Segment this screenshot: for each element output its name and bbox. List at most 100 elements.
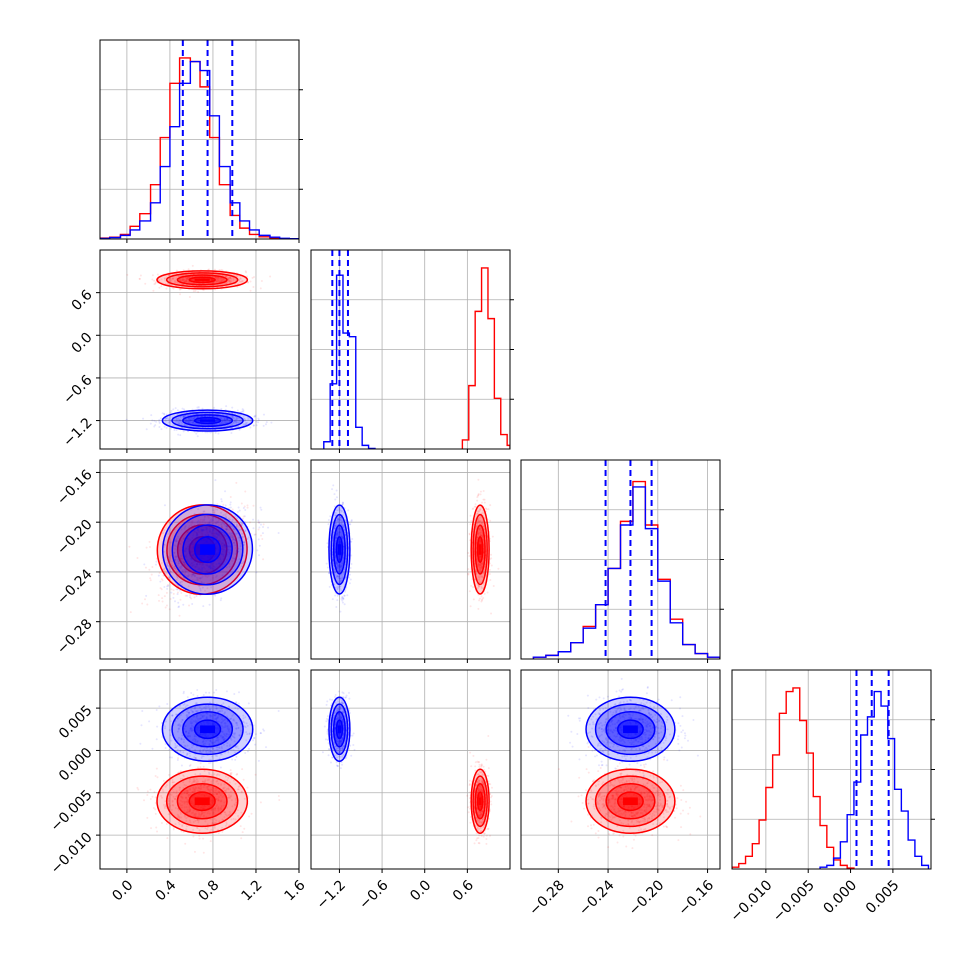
sample-point xyxy=(188,524,191,527)
sample-point xyxy=(188,420,191,423)
sample-point xyxy=(215,522,218,525)
sample-point xyxy=(220,561,223,564)
sample-point xyxy=(189,557,192,560)
sample-point xyxy=(193,512,196,515)
sample-point xyxy=(471,508,474,511)
sample-point xyxy=(337,575,340,578)
sample-point xyxy=(239,280,242,283)
sample-point xyxy=(335,534,338,537)
sample-point xyxy=(339,531,342,534)
sample-point xyxy=(190,597,193,600)
sample-point xyxy=(339,566,342,569)
sample-point xyxy=(197,419,200,422)
sample-point xyxy=(212,532,215,535)
sample-point xyxy=(221,830,224,833)
sample-point xyxy=(236,511,239,514)
sample-point xyxy=(480,595,483,598)
sample-point xyxy=(190,558,193,561)
sample-point xyxy=(252,424,255,427)
sample-point xyxy=(238,414,241,417)
sample-point xyxy=(214,420,217,423)
sample-point xyxy=(230,520,233,523)
sample-point xyxy=(204,539,207,542)
sample-point xyxy=(201,566,204,569)
sample-point xyxy=(224,551,227,554)
sample-point xyxy=(170,591,173,594)
sample-point xyxy=(204,575,207,578)
sample-point xyxy=(337,509,340,512)
sample-point xyxy=(239,277,242,280)
sample-point xyxy=(227,548,230,551)
sample-point xyxy=(186,552,189,555)
sample-point xyxy=(237,278,240,281)
sample-point xyxy=(163,504,166,507)
sample-point xyxy=(197,530,200,533)
sample-point xyxy=(208,522,211,525)
sample-point xyxy=(199,556,202,559)
sample-point xyxy=(170,564,173,567)
sample-point xyxy=(239,277,242,280)
sample-point xyxy=(473,505,476,508)
sample-point xyxy=(195,563,198,566)
sample-point xyxy=(205,526,208,529)
sample-point xyxy=(179,557,182,560)
sample-point xyxy=(221,418,224,421)
sample-point xyxy=(170,279,173,282)
sample-point xyxy=(476,524,479,527)
sample-point xyxy=(226,418,229,421)
sample-point xyxy=(229,545,232,548)
sample-point xyxy=(338,564,341,567)
sample-point xyxy=(180,274,183,277)
sample-point xyxy=(176,593,179,596)
sample-point xyxy=(230,525,233,528)
sample-point xyxy=(187,575,190,578)
sample-point xyxy=(191,554,194,557)
sample-point xyxy=(142,417,145,420)
sample-point xyxy=(224,418,227,421)
sample-point xyxy=(469,523,472,526)
sample-point xyxy=(241,831,244,834)
sample-point xyxy=(217,519,220,522)
sample-point xyxy=(204,431,207,434)
sample-point xyxy=(166,587,169,590)
sample-point xyxy=(191,573,194,576)
sample-point xyxy=(337,564,340,567)
sample-point xyxy=(201,519,204,522)
ticks-2-1 xyxy=(338,659,468,663)
sample-point xyxy=(350,562,353,565)
sample-point xyxy=(338,566,341,569)
sample-point xyxy=(198,536,201,539)
sample-point xyxy=(341,572,344,575)
sample-point xyxy=(186,594,189,597)
sample-point xyxy=(174,567,177,570)
sample-point xyxy=(214,555,217,558)
sample-point xyxy=(334,556,337,559)
sample-point xyxy=(188,551,191,554)
sample-point xyxy=(490,557,493,560)
sample-point xyxy=(218,556,221,559)
sample-point xyxy=(348,573,351,576)
sample-point xyxy=(179,562,182,565)
sample-point xyxy=(208,521,211,524)
sample-point xyxy=(235,517,238,520)
sample-point xyxy=(337,518,340,521)
sample-point xyxy=(332,562,335,565)
sample-point xyxy=(335,522,338,525)
sample-point xyxy=(339,587,342,590)
sample-point xyxy=(214,594,217,597)
sample-point xyxy=(187,414,190,417)
sample-point xyxy=(334,498,337,501)
sample-point xyxy=(488,568,491,571)
sample-point xyxy=(205,570,208,573)
sample-point xyxy=(190,527,193,530)
sample-point xyxy=(211,562,214,565)
sample-point xyxy=(225,405,228,408)
sample-point xyxy=(220,542,223,545)
density-peak-blue xyxy=(337,544,342,555)
sample-point xyxy=(257,417,260,420)
sample-point xyxy=(225,417,228,420)
sample-point xyxy=(225,528,228,531)
sample-point xyxy=(203,510,206,513)
sample-point xyxy=(202,542,205,545)
sample-point xyxy=(167,583,170,586)
